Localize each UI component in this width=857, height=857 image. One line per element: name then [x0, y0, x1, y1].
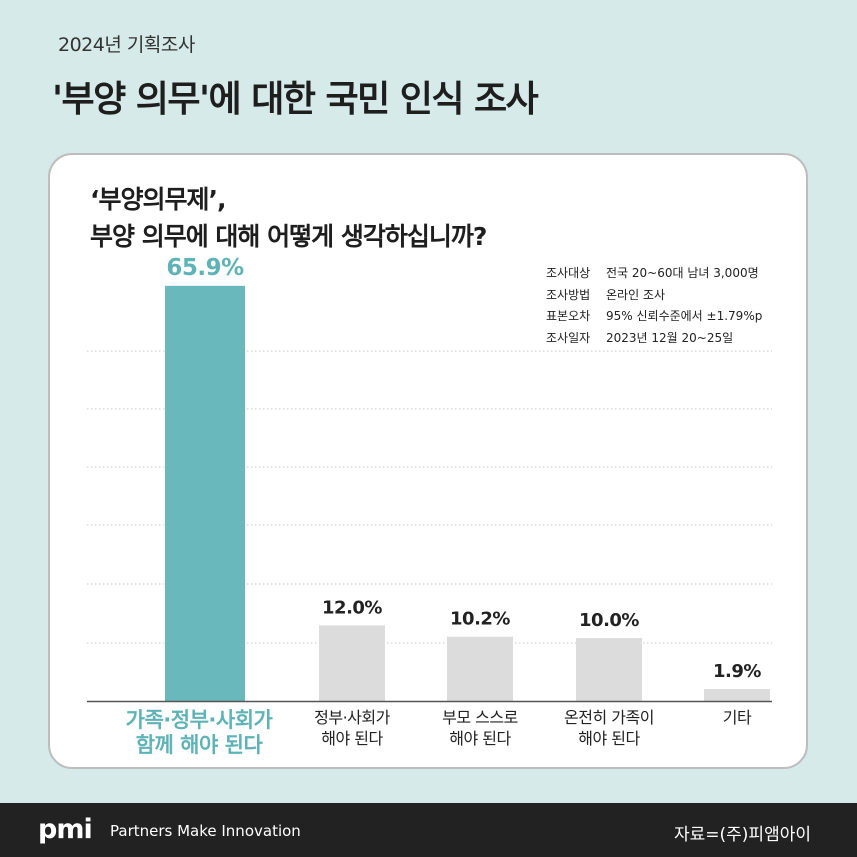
bar [319, 625, 385, 701]
page-title: '부양 의무'에 대한 국민 인식 조사 [52, 79, 539, 120]
survey-info-key: 조사대상 [546, 266, 591, 280]
category-label: 온전히 가족이 [564, 708, 654, 727]
data-label: 1.9% [713, 661, 761, 682]
survey-info-value: 전국 20~60대 남녀 3,000명 [606, 266, 759, 280]
data-label: 12.0% [322, 597, 382, 618]
survey-info-row: 표본오차 95% 신뢰수준에서 ±1.79%p [546, 306, 762, 328]
category-label: 해야 된다 [321, 729, 383, 748]
bar [165, 285, 245, 701]
bar [447, 636, 513, 701]
survey-info-key: 표본오차 [546, 309, 591, 323]
question-line-2: 부양 의무에 대해 어떻게 생각하십니까? [90, 222, 487, 251]
category-label: 정부·사회가 [314, 708, 390, 727]
data-label: 10.2% [450, 609, 510, 630]
category-label: 가족·정부·사회가 [126, 708, 274, 732]
category-label: 함께 해야 된다 [136, 733, 264, 757]
survey-info-value: 온라인 조사 [606, 287, 666, 302]
survey-info-value: 95% 신뢰수준에서 ±1.79%p [606, 309, 763, 323]
category-label: 해야 된다 [449, 729, 511, 748]
survey-info-key: 조사방법 [546, 287, 591, 302]
survey-info: 조사대상 전국 20~60대 남녀 3,000명 조사방법 온라인 조사 표본오… [546, 263, 762, 349]
data-label: 10.0% [579, 610, 639, 631]
question: ‘부양의무제’, 부양 의무에 대해 어떻게 생각하십니까? [90, 181, 487, 255]
footer-tagline: Partners Make Innovation [110, 822, 301, 840]
category-label: 부모 스스로 [442, 708, 518, 727]
survey-info-key: 조사일자 [546, 330, 591, 345]
survey-info-value: 2023년 12월 20~25일 [606, 330, 734, 345]
survey-info-row: 조사일자 2023년 12월 20~25일 [546, 328, 762, 350]
bar [576, 638, 642, 701]
category-label: 기타 [723, 708, 752, 727]
kicker-text: 2024년 기획조사 [58, 34, 195, 56]
survey-info-row: 조사대상 전국 20~60대 남녀 3,000명 [546, 263, 762, 285]
survey-info-row: 조사방법 온라인 조사 [546, 285, 762, 307]
question-line-1: ‘부양의무제’, [90, 185, 227, 214]
pmi-logo: pmi [38, 814, 93, 845]
data-label: 65.9% [166, 255, 244, 281]
source-credit: 자료=(주)피앰아이 [674, 825, 811, 845]
category-label: 해야 된다 [578, 729, 640, 748]
bar [704, 689, 770, 701]
footer: pmi Partners Make Innovation 자료=(주)피앰아이 [0, 803, 857, 857]
